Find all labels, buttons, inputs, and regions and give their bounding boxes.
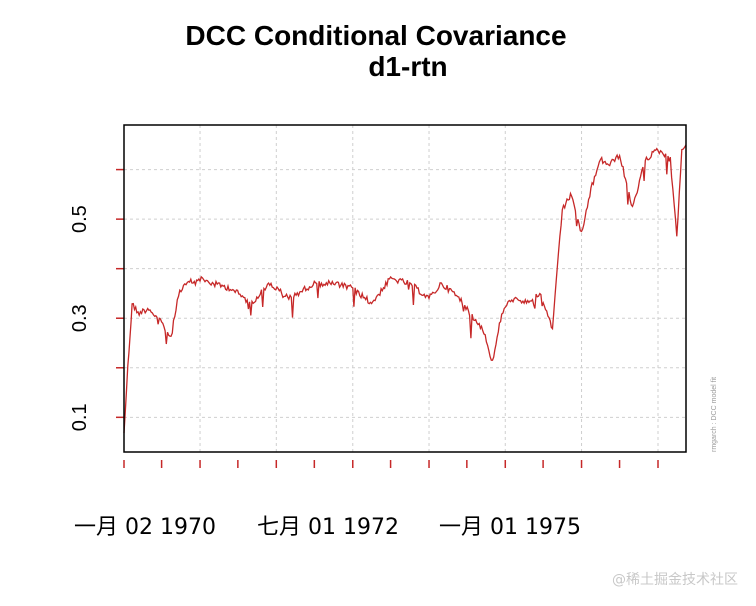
y-tick-label: 0.3: [69, 304, 91, 332]
y-tick-label: 0.1: [69, 403, 91, 431]
y-axis: 0.1 0.3 0.5: [69, 168, 124, 431]
chart-subtitle: d1-rtn: [368, 51, 447, 82]
y-tick-label: 0.5: [69, 205, 91, 233]
side-note: rmgarch : DCC model fit: [711, 377, 718, 452]
grid-lines: [124, 125, 686, 452]
x-tick-label: 一月 02 1970: [74, 515, 216, 540]
watermark: @稀土掘金技术社区: [612, 572, 738, 588]
series-layer: [123, 144, 687, 434]
series-line: [123, 144, 687, 434]
x-axis: 一月 02 1970 七月 01 1972 一月 01 1975: [74, 460, 659, 540]
plot-frame: [123, 124, 687, 453]
x-tick-label: 七月 01 1972: [257, 515, 399, 540]
x-tick-label: 一月 01 1975: [439, 515, 581, 540]
chart-title: DCC Conditional Covariance: [185, 20, 566, 51]
